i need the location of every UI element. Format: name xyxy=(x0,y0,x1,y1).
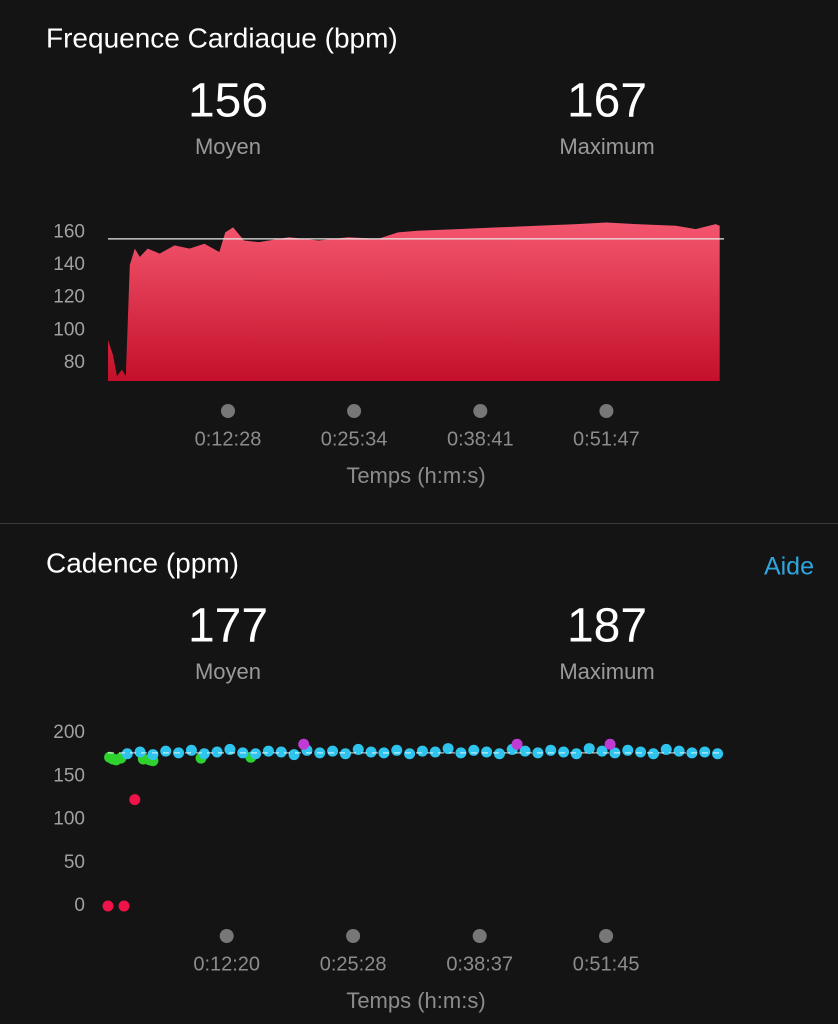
cadence-point xyxy=(604,738,616,750)
x-axis-title: Temps (h:m:s) xyxy=(346,463,485,488)
cadence-point xyxy=(224,743,236,755)
y-tick-label: 50 xyxy=(64,852,85,873)
cadence-point xyxy=(198,748,210,760)
heart-rate-area xyxy=(108,222,720,381)
y-tick-label: 120 xyxy=(53,287,85,308)
x-tick-dot xyxy=(473,404,488,418)
cadence-point xyxy=(545,744,557,756)
cadence-point xyxy=(583,743,595,755)
cadence-point xyxy=(596,745,608,757)
chart-title: Frequence Cardiaque (bpm) xyxy=(46,22,398,53)
y-tick-label: 100 xyxy=(53,319,85,340)
y-tick-label: 80 xyxy=(64,352,85,373)
cadence-point xyxy=(660,743,672,755)
cadence-point xyxy=(134,746,146,758)
x-tick-label: 0:51:47 xyxy=(573,428,640,450)
cadence-point xyxy=(339,748,351,760)
x-axis-title: Temps (h:m:s) xyxy=(346,988,485,1013)
x-tick-dot xyxy=(346,929,361,943)
stat-label: Moyen xyxy=(195,134,261,159)
chart-title: Cadence (ppm) xyxy=(46,547,239,578)
help-link[interactable]: Aide xyxy=(764,553,814,581)
stat-label: Maximum xyxy=(559,134,654,159)
cadence-point xyxy=(250,748,262,760)
x-tick-label: 0:12:20 xyxy=(193,953,260,975)
cadence-point xyxy=(275,746,287,758)
cadence-point xyxy=(493,748,505,760)
cadence-point xyxy=(622,744,634,756)
x-tick-label: 0:25:28 xyxy=(320,953,387,975)
cadence-point xyxy=(129,794,141,806)
y-tick-label: 200 xyxy=(53,722,85,743)
cadence-point xyxy=(481,746,493,758)
x-tick-label: 0:12:28 xyxy=(195,428,262,450)
cadence-point xyxy=(416,745,428,757)
x-tick-dot xyxy=(599,404,614,418)
stat-value: 167 xyxy=(567,75,647,128)
cadence-point xyxy=(511,738,523,750)
cadence-point xyxy=(519,745,531,757)
cadence-point xyxy=(352,743,364,755)
x-tick-label: 0:38:41 xyxy=(447,428,514,450)
cadence-point xyxy=(211,746,223,758)
y-tick-label: 160 xyxy=(53,221,85,242)
x-tick-label: 0:25:34 xyxy=(321,428,388,450)
cadence-point xyxy=(298,738,310,750)
cadence-point xyxy=(391,744,403,756)
cadence-point xyxy=(121,748,133,760)
y-tick-label: 0 xyxy=(74,895,85,916)
cadence-point xyxy=(673,745,685,757)
stat-label: Moyen xyxy=(195,659,261,684)
y-tick-label: 150 xyxy=(53,765,85,786)
stat-value: 187 xyxy=(567,600,647,653)
cadence-point xyxy=(712,748,724,760)
cadence-point xyxy=(147,749,159,761)
y-tick-label: 140 xyxy=(53,254,85,275)
cadence-point xyxy=(404,748,416,760)
cadence-point xyxy=(699,746,711,758)
x-tick-dot xyxy=(220,404,235,418)
cadence-point xyxy=(262,745,274,757)
cadence-point xyxy=(635,746,647,758)
cadence-point xyxy=(442,743,454,755)
cadence-point xyxy=(118,900,130,912)
x-tick-dot xyxy=(472,929,487,943)
x-tick-dot xyxy=(347,404,362,418)
cadence-point xyxy=(647,748,659,760)
x-tick-dot xyxy=(219,929,234,943)
cadence-point xyxy=(468,744,480,756)
cadence-point xyxy=(327,745,339,757)
x-tick-label: 0:38:37 xyxy=(446,953,513,975)
cadence-point xyxy=(558,746,570,758)
cadence-point xyxy=(365,746,377,758)
stat-value: 177 xyxy=(188,600,268,653)
cadence-point xyxy=(570,748,582,760)
stat-value: 156 xyxy=(188,75,268,128)
x-tick-dot xyxy=(599,929,614,943)
cadence-point xyxy=(288,749,300,761)
cadence-point xyxy=(102,900,114,912)
x-tick-label: 0:51:45 xyxy=(573,953,640,975)
cadence-point xyxy=(429,746,441,758)
cadence-point xyxy=(185,744,197,756)
cadence-point xyxy=(160,745,172,757)
stat-label: Maximum xyxy=(559,659,654,684)
y-tick-label: 100 xyxy=(53,809,85,830)
